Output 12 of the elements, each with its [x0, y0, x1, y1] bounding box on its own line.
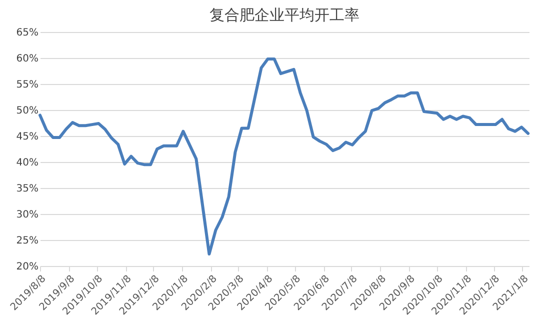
- y-tick-label: 45%: [16, 132, 38, 142]
- y-tick-label: 60%: [16, 54, 38, 64]
- y-tick-label: 40%: [16, 158, 38, 168]
- y-tick-label: 30%: [16, 210, 38, 220]
- y-tick-label: 65%: [16, 28, 38, 38]
- line-series: [38, 58, 530, 256]
- chart-title: 复合肥企业平均开工率: [210, 6, 360, 24]
- y-tick-label: 20%: [16, 262, 38, 272]
- y-tick-label: 35%: [16, 184, 38, 194]
- y-tick-label: 25%: [16, 236, 38, 246]
- y-tick-label: 50%: [16, 106, 38, 116]
- y-tick-label: 55%: [16, 80, 38, 90]
